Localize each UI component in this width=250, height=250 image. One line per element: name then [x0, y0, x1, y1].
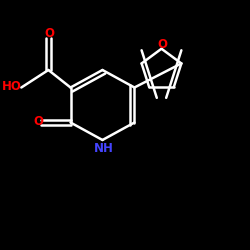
Text: NH: NH [94, 142, 114, 155]
Text: O: O [44, 27, 54, 40]
Text: HO: HO [2, 80, 21, 93]
Text: O: O [34, 115, 43, 128]
Text: O: O [158, 38, 168, 51]
